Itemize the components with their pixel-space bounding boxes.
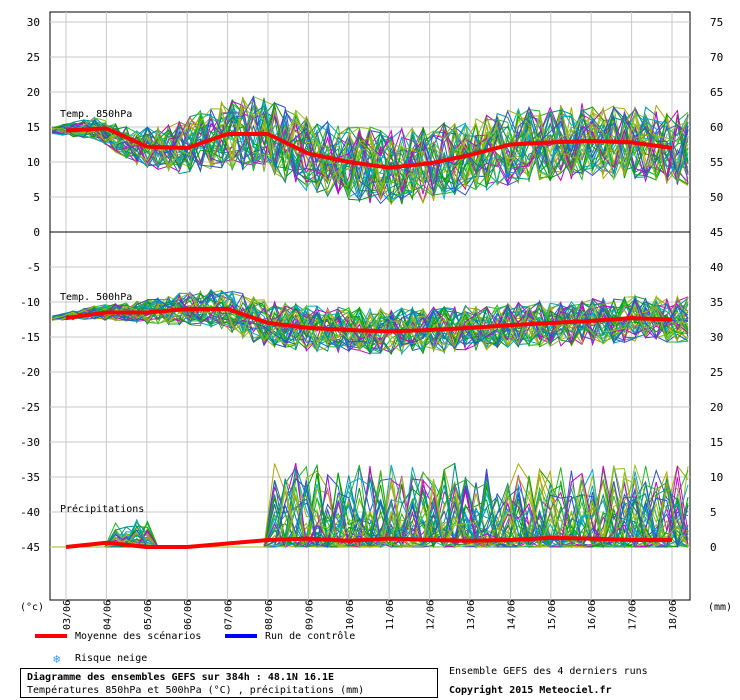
right-tick-label: 20: [710, 401, 723, 414]
ensemble-t850-line: [51, 99, 689, 198]
right-tick-label: 15: [710, 436, 723, 449]
right-tick-label: 25: [710, 366, 723, 379]
credit-runs: Ensemble GEFS des 4 derniers runs: [449, 666, 648, 677]
date-tick-label: 18/06: [668, 600, 679, 630]
left-tick-label: -5: [27, 261, 40, 274]
t500-label: Temp. 500hPa: [60, 292, 132, 303]
left-tick-label: 15: [27, 121, 40, 134]
date-tick-label: 12/06: [426, 600, 437, 630]
left-tick-label: -10: [20, 296, 40, 309]
date-tick-label: 06/06: [183, 600, 194, 630]
right-tick-label: 10: [710, 471, 723, 484]
title-box: Diagramme des ensembles GEFS sur 384h : …: [20, 668, 438, 698]
left-tick-label: 30: [27, 16, 40, 29]
ensemble-t850-line: [51, 105, 689, 200]
right-tick-label: 0: [710, 541, 717, 554]
ensemble-t850-line: [51, 104, 689, 201]
ensemble-t500-line: [51, 292, 689, 350]
mean-t850-line: [65, 126, 673, 170]
ensemble-t500-line: [51, 289, 689, 350]
date-tick-label: 04/06: [102, 600, 113, 630]
date-tick-label: 15/06: [547, 600, 558, 630]
t850-label: Temp. 850hPa: [60, 109, 132, 120]
right-tick-label: 35: [710, 296, 723, 309]
date-tick-label: 16/06: [587, 600, 598, 630]
ensemble-t850-line: [51, 100, 689, 200]
left-tick-label: -20: [20, 366, 40, 379]
left-tick-label: 20: [27, 86, 40, 99]
date-tick-label: 17/06: [628, 600, 639, 630]
legend-control-label: Run de contrôle: [265, 631, 356, 642]
legend-snow-label: Risque neige: [75, 653, 148, 664]
ensemble-t500-line: [51, 291, 689, 350]
right-tick-label: 70: [710, 51, 723, 64]
left-unit-label: (°c): [20, 602, 44, 613]
date-tick-label: 05/06: [143, 600, 154, 630]
ensemble-t850-line: [51, 96, 689, 206]
precip-label: Précipitations: [60, 503, 144, 515]
right-tick-label: 5: [710, 506, 717, 519]
ensemble-t850-line: [51, 97, 689, 204]
date-tick-label: 11/06: [385, 600, 396, 630]
date-tick-label: 03/06: [62, 600, 73, 630]
date-tick-label: 07/06: [224, 600, 235, 630]
right-tick-label: 45: [710, 226, 723, 239]
legend-mean-label: Moyenne des scénarios: [75, 631, 202, 642]
ensemble-t850-line: [51, 98, 689, 196]
legend-control-swatch: [225, 634, 257, 638]
title-line-2: Températures 850hPa et 500hPa (°C) , pré…: [27, 685, 365, 696]
right-tick-label: 30: [710, 331, 723, 344]
right-tick-label: 55: [710, 156, 723, 169]
ensemble-t850-line: [51, 95, 689, 205]
date-tick-label: 10/06: [345, 600, 356, 630]
left-tick-label: -25: [20, 401, 40, 414]
title-line-1: Diagramme des ensembles GEFS sur 384h : …: [27, 672, 335, 683]
date-tick-label: 09/06: [304, 600, 315, 630]
date-tick-label: 08/06: [264, 600, 275, 630]
left-tick-label: 5: [33, 191, 40, 204]
mean-t500-line: [65, 307, 673, 334]
left-tick-label: -40: [20, 506, 40, 519]
ensemble-t850-line: [51, 113, 689, 201]
ensemble-t500-line: [51, 296, 689, 353]
left-tick-label: 0: [33, 226, 40, 239]
left-tick-label: -35: [20, 471, 40, 484]
right-tick-label: 75: [710, 16, 723, 29]
left-tick-label: 25: [27, 51, 40, 64]
right-tick-label: 60: [710, 121, 723, 134]
date-tick-label: 14/06: [506, 600, 517, 630]
mean-precip-line: [65, 535, 672, 549]
snowflake-icon: ❄: [53, 652, 61, 666]
right-tick-label: 50: [710, 191, 723, 204]
legend-mean-swatch: [35, 634, 67, 638]
left-tick-label: -15: [20, 331, 40, 344]
right-tick-label: 40: [710, 261, 723, 274]
right-tick-label: 65: [710, 86, 723, 99]
ensemble-t850-line: [51, 96, 689, 193]
right-unit-label: (mm): [708, 602, 732, 613]
left-tick-label: -45: [20, 541, 40, 554]
left-tick-label: -30: [20, 436, 40, 449]
credit-copyright: Copyright 2015 Meteociel.fr: [449, 685, 612, 696]
date-tick-label: 13/06: [466, 600, 477, 630]
left-tick-label: 10: [27, 156, 40, 169]
